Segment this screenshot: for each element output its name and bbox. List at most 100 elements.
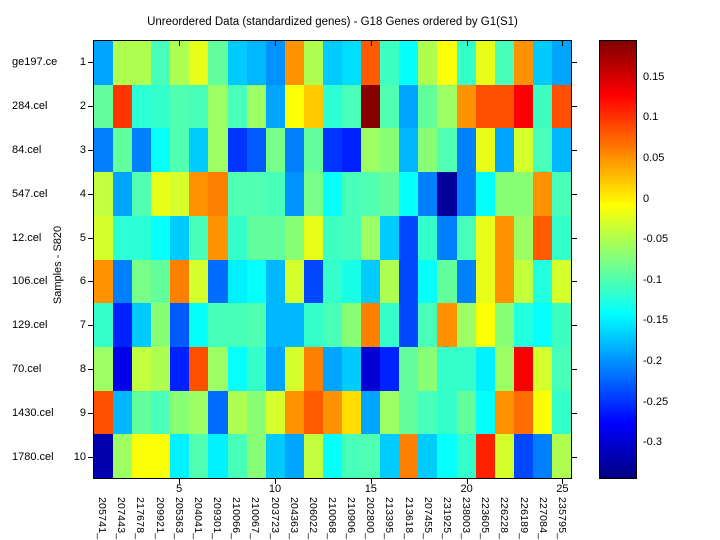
heatmap-cell: [322, 128, 343, 173]
heatmap-cell: [361, 215, 381, 260]
heatmap-cell: [513, 128, 533, 173]
tick-mark: [88, 238, 93, 239]
heatmap-cell: [151, 128, 171, 173]
heatmap-cell: [532, 84, 552, 129]
heatmap-cell: [132, 84, 152, 129]
heatmap-cell: [113, 41, 133, 85]
heatmap-cell: [303, 346, 323, 391]
heatmap-cell: [494, 390, 514, 435]
heatmap-cell: [532, 41, 552, 85]
heatmap-cell: [94, 84, 114, 129]
heatmap-cell: [189, 128, 209, 173]
colorbar: [599, 40, 637, 479]
heatmap-cell: [418, 172, 438, 216]
heatmap-cell: [532, 303, 552, 347]
heatmap-cell: [380, 259, 400, 304]
y-row-number: 8: [79, 363, 86, 376]
heatmap-cell: [513, 84, 533, 129]
heatmap-cell: [303, 128, 323, 173]
heatmap-cell: [342, 41, 362, 85]
heatmap-cell: [342, 390, 362, 435]
heatmap-cell: [475, 41, 495, 85]
heatmap-cell: [189, 215, 209, 260]
heatmap-cell: [437, 172, 457, 216]
heatmap-cell: [284, 259, 304, 304]
heatmap-cell: [94, 172, 114, 216]
tick-mark: [371, 479, 372, 484]
heatmap-cell: [189, 390, 209, 435]
heatmap-cell: [380, 172, 400, 216]
heatmap-cell: [494, 434, 514, 478]
heatmap-cell: [494, 84, 514, 129]
heatmap-cell: [227, 84, 247, 129]
heatmap-cell: [170, 84, 190, 129]
heatmap-cell: [475, 215, 495, 260]
heatmap-cell: [151, 434, 171, 478]
heatmap-cell: [246, 41, 266, 85]
heatmap-cell: [113, 390, 133, 435]
heatmap-cell: [513, 303, 533, 347]
heatmap-cell: [437, 259, 457, 304]
heatmap-cell: [475, 346, 495, 391]
y-row-number: 7: [79, 319, 86, 332]
x-gene-label: 206022_: [306, 497, 319, 540]
heatmap-cell: [132, 346, 152, 391]
heatmap-cell: [265, 215, 285, 260]
heatmap-cell: [170, 41, 190, 85]
heatmap-cell: [284, 128, 304, 173]
x-gene-label: 203723_: [268, 497, 281, 540]
heatmap-cell: [170, 172, 190, 216]
heatmap-cell: [227, 172, 247, 216]
tick-mark: [572, 369, 577, 370]
heatmap-cell: [265, 259, 285, 304]
heatmap-cell: [418, 346, 438, 391]
heatmap-cell: [113, 346, 133, 391]
heatmap-cell: [284, 346, 304, 391]
heatmap-cell: [437, 346, 457, 391]
heatmap-cell: [208, 215, 228, 260]
heatmap-cell: [551, 84, 571, 129]
tick-mark: [88, 150, 93, 151]
heatmap-cell: [494, 303, 514, 347]
heatmap-cell: [456, 390, 476, 435]
heatmap-cell: [361, 346, 381, 391]
heatmap-cell: [303, 215, 323, 260]
tick-mark: [88, 281, 93, 282]
heatmap-cell: [322, 215, 343, 260]
heatmap-axes: [93, 40, 572, 479]
tick-mark: [572, 457, 577, 458]
heatmap-cell: [132, 41, 152, 85]
heatmap-cell: [227, 434, 247, 478]
tick-mark: [467, 41, 468, 46]
heatmap-cell: [246, 259, 266, 304]
heatmap-cell: [380, 84, 400, 129]
x-gene-label: 210066_: [230, 497, 243, 540]
heatmap-cell: [437, 390, 457, 435]
heatmap-cell: [189, 434, 209, 478]
x-gene-label: 204363_: [287, 497, 300, 540]
heatmap-cell: [532, 128, 552, 173]
heatmap-cell: [284, 172, 304, 216]
heatmap-cell: [227, 259, 247, 304]
heatmap-cell: [208, 390, 228, 435]
heatmap-cell: [113, 303, 133, 347]
heatmap-cell: [437, 215, 457, 260]
y-row-number: 4: [79, 187, 86, 200]
heatmap-cell: [342, 434, 362, 478]
heatmap-cell: [456, 303, 476, 347]
heatmap-cell: [189, 303, 209, 347]
heatmap-cell: [284, 303, 304, 347]
heatmap-cell: [361, 128, 381, 173]
colorbar-tick-label: 0.05: [643, 151, 665, 164]
colorbar-tick-label: -0.3: [643, 436, 662, 449]
heatmap-cell: [246, 84, 266, 129]
tick-mark: [572, 106, 577, 107]
heatmap-cell: [170, 346, 190, 391]
heatmap-cell: [342, 259, 362, 304]
heatmap-cell: [303, 259, 323, 304]
heatmap-cell: [94, 390, 114, 435]
tick-mark: [572, 194, 577, 195]
heatmap-cell: [475, 84, 495, 129]
y-sample-name: 84.cel: [12, 143, 42, 156]
colorbar-tick-label: -0.2: [643, 355, 662, 368]
